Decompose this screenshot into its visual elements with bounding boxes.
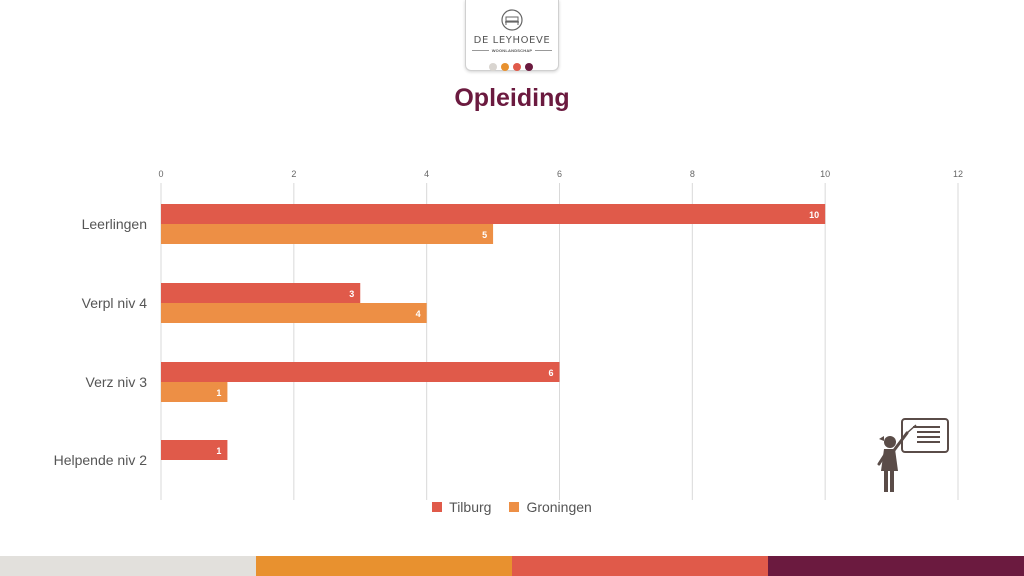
data-label-groningen: 1 <box>216 388 221 398</box>
footer-color-bar <box>0 556 1024 576</box>
data-label-tilburg: 3 <box>349 289 354 299</box>
legend-item-groningen: Groningen <box>509 499 592 515</box>
logo-name: DE LEYHOEVE <box>473 35 551 46</box>
legend-label-tilburg: Tilburg <box>449 499 492 515</box>
category-label: Leerlingen <box>82 216 147 232</box>
category-label: Helpende niv 2 <box>54 452 148 468</box>
bar-tilburg <box>161 204 826 224</box>
bar-chart: 0 2 4 6 8 10 12 Leerlingen Verpl niv 4 Verz niv 3… <box>54 169 963 500</box>
legend-swatch-groningen <box>509 502 520 512</box>
x-tick-label: 8 <box>690 169 695 179</box>
category-label: Verpl niv 4 <box>82 295 148 311</box>
bar-tilburg <box>161 283 361 303</box>
logo-subtitle: WOONLANDSCHAP <box>491 48 533 53</box>
x-tick-label: 4 <box>424 169 429 179</box>
page-title: Opleiding <box>454 84 570 112</box>
legend: Tilburg Groningen <box>0 499 1024 515</box>
data-label-groningen: 4 <box>416 309 421 319</box>
logo-rule-left <box>472 50 489 51</box>
x-tick-label: 6 <box>557 169 562 179</box>
data-label-tilburg: 1 <box>216 446 221 456</box>
data-label-tilburg: 6 <box>548 368 553 378</box>
legend-label-groningen: Groningen <box>526 499 592 515</box>
bed-emblem-icon <box>501 9 523 31</box>
bar-tilburg <box>161 440 228 460</box>
footer-band <box>768 556 1024 576</box>
footer-band <box>512 556 768 576</box>
legend-item-tilburg: Tilburg <box>432 499 491 515</box>
logo-dot <box>501 63 509 71</box>
bar-groningen <box>161 224 494 244</box>
bar-groningen <box>161 382 228 402</box>
logo-dot <box>525 63 533 71</box>
data-label-groningen: 5 <box>482 230 487 240</box>
logo-rule-right <box>535 50 553 51</box>
data-label-tilburg: 10 <box>809 210 819 220</box>
footer-band <box>0 556 256 576</box>
x-tick-label: 12 <box>953 169 963 179</box>
x-tick-label: 10 <box>820 169 830 179</box>
bar-groningen <box>161 303 427 323</box>
logo-dots <box>489 63 533 71</box>
logo: DE LEYHOEVE WOONLANDSCHAP <box>465 0 559 71</box>
legend-swatch-tilburg <box>432 502 443 512</box>
category-label: Verz niv 3 <box>86 374 148 390</box>
x-tick-label: 2 <box>291 169 296 179</box>
bar-tilburg <box>161 362 560 382</box>
footer-band <box>256 556 512 576</box>
logo-dot <box>489 63 497 71</box>
teacher-whiteboard-icon <box>877 418 949 492</box>
logo-dot <box>513 63 521 71</box>
x-tick-label: 0 <box>158 169 163 179</box>
